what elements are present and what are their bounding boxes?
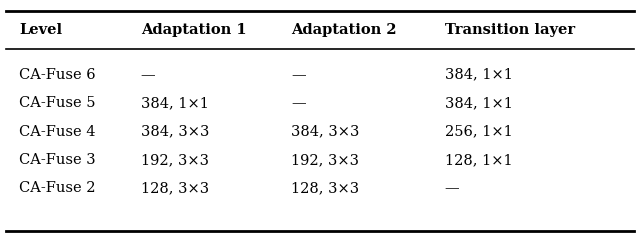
Text: CA-Fuse 3: CA-Fuse 3 — [19, 153, 96, 167]
Text: 384, 1×1: 384, 1×1 — [141, 96, 209, 110]
Text: —: — — [141, 68, 156, 82]
Text: —: — — [291, 68, 306, 82]
Text: CA-Fuse 2: CA-Fuse 2 — [19, 181, 96, 196]
Text: Level: Level — [19, 23, 62, 37]
Text: 384, 3×3: 384, 3×3 — [141, 124, 209, 139]
Text: 384, 1×1: 384, 1×1 — [445, 96, 513, 110]
Text: Transition layer: Transition layer — [445, 23, 575, 37]
Text: Adaptation 1: Adaptation 1 — [141, 23, 246, 37]
Text: —: — — [291, 96, 306, 110]
Text: —: — — [445, 181, 460, 196]
Text: 128, 3×3: 128, 3×3 — [291, 181, 359, 196]
Text: 128, 3×3: 128, 3×3 — [141, 181, 209, 196]
Text: 384, 1×1: 384, 1×1 — [445, 68, 513, 82]
Text: Adaptation 2: Adaptation 2 — [291, 23, 397, 37]
Text: 192, 3×3: 192, 3×3 — [141, 153, 209, 167]
Text: 192, 3×3: 192, 3×3 — [291, 153, 359, 167]
Text: CA-Fuse 6: CA-Fuse 6 — [19, 68, 96, 82]
Text: 128, 1×1: 128, 1×1 — [445, 153, 513, 167]
Text: CA-Fuse 4: CA-Fuse 4 — [19, 124, 96, 139]
Text: 384, 3×3: 384, 3×3 — [291, 124, 360, 139]
Text: 256, 1×1: 256, 1×1 — [445, 124, 513, 139]
Text: CA-Fuse 5: CA-Fuse 5 — [19, 96, 96, 110]
